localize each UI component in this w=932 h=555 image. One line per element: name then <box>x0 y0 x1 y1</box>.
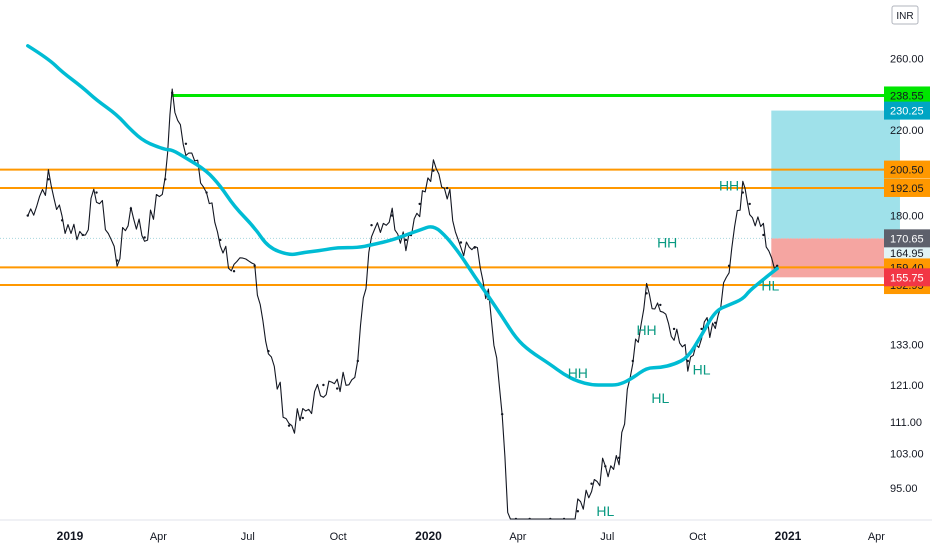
price-point <box>432 169 435 172</box>
annotation-hh: HH <box>719 177 739 193</box>
price-point <box>672 327 676 331</box>
price-point <box>370 223 373 227</box>
price-point <box>700 327 703 331</box>
y-tick-label: 133.00 <box>890 340 924 352</box>
price-point <box>129 207 133 210</box>
price-point <box>727 264 731 268</box>
annotation-hl: HL <box>761 278 779 294</box>
price-badge-label: 230.25 <box>890 106 924 118</box>
price-point <box>473 246 476 249</box>
y-tick-label: 121.00 <box>890 380 924 392</box>
price-badge <box>884 268 930 287</box>
x-tick-label: Jul <box>241 531 255 543</box>
target-zone <box>771 110 900 239</box>
price-point <box>686 359 690 363</box>
annotation-hh: HH <box>636 322 656 338</box>
price-point <box>590 482 593 485</box>
price-point <box>356 359 359 363</box>
price-point <box>164 178 167 181</box>
price-point <box>645 292 648 295</box>
price-point <box>115 259 119 262</box>
price-point <box>418 202 421 206</box>
y-tick-label: 103.00 <box>890 449 924 461</box>
x-tick-label: 2020 <box>415 529 442 543</box>
y-tick-label: 111.00 <box>890 417 922 429</box>
annotation-hl: HL <box>651 390 669 406</box>
annotation-hl: HL <box>693 362 711 378</box>
resistance-badge <box>884 86 930 105</box>
x-tick-label: Oct <box>689 531 706 543</box>
resistance-badge-label: 238.55 <box>890 90 924 102</box>
x-tick-label: Apr <box>150 531 167 543</box>
y-tick-label: 164.95 <box>890 248 924 260</box>
y-tick-label: 220.00 <box>890 125 924 137</box>
price-point <box>60 219 64 222</box>
price-badge <box>884 229 930 248</box>
price-point <box>741 191 745 194</box>
price-point <box>253 264 256 268</box>
price-point <box>604 465 607 468</box>
price-point <box>714 321 717 324</box>
x-tick-label: Apr <box>868 531 885 543</box>
currency-label: INR <box>896 11 913 22</box>
y-tick-label: 260.00 <box>890 54 924 66</box>
level-badge-label: 192.05 <box>890 183 924 195</box>
stop-zone <box>771 238 900 278</box>
price-point <box>267 349 270 353</box>
price-point <box>445 186 449 190</box>
price-point <box>459 241 463 244</box>
annotation-hh: HH <box>657 235 677 251</box>
price-point <box>576 510 580 513</box>
price-badge-label: 170.65 <box>890 233 924 245</box>
price-point <box>775 264 779 268</box>
price-point <box>219 238 222 242</box>
price-badge <box>884 101 930 120</box>
annotation-hh: HH <box>568 365 588 381</box>
price-point <box>184 142 188 145</box>
price-point <box>301 416 304 420</box>
price-point <box>322 383 325 387</box>
price-point <box>762 233 765 237</box>
price-point <box>500 412 504 416</box>
price-point <box>748 202 751 206</box>
price-point <box>205 191 208 194</box>
x-tick-label: Apr <box>509 531 526 543</box>
level-badge-label: 200.50 <box>890 165 924 177</box>
x-tick-label: 2021 <box>775 529 802 543</box>
price-point <box>404 238 408 242</box>
price-point <box>631 359 635 363</box>
price-point <box>335 387 339 390</box>
y-tick-label: 180.00 <box>890 211 924 223</box>
price-point <box>81 233 84 237</box>
price-point <box>170 91 174 95</box>
x-tick-label: Oct <box>330 531 347 543</box>
price-point <box>232 269 236 273</box>
price-point <box>659 303 662 307</box>
x-tick-label: Jul <box>600 531 614 543</box>
price-point <box>95 191 98 194</box>
level-badge <box>884 178 930 197</box>
x-tick-label: 2019 <box>57 529 84 543</box>
currency-badge[interactable] <box>891 5 919 25</box>
y-tick-highlight <box>884 243 930 262</box>
price-point <box>47 178 50 181</box>
level-badge <box>884 160 930 179</box>
y-tick-label: 95.00 <box>890 483 918 495</box>
price-point <box>390 214 394 217</box>
price-point <box>617 456 621 460</box>
annotation-hl: HL <box>596 503 614 519</box>
moving-average-line <box>26 44 779 387</box>
price-point <box>143 236 146 239</box>
price-point <box>287 424 291 427</box>
price-badge-label: 155.75 <box>890 272 924 284</box>
price-point <box>26 214 29 217</box>
